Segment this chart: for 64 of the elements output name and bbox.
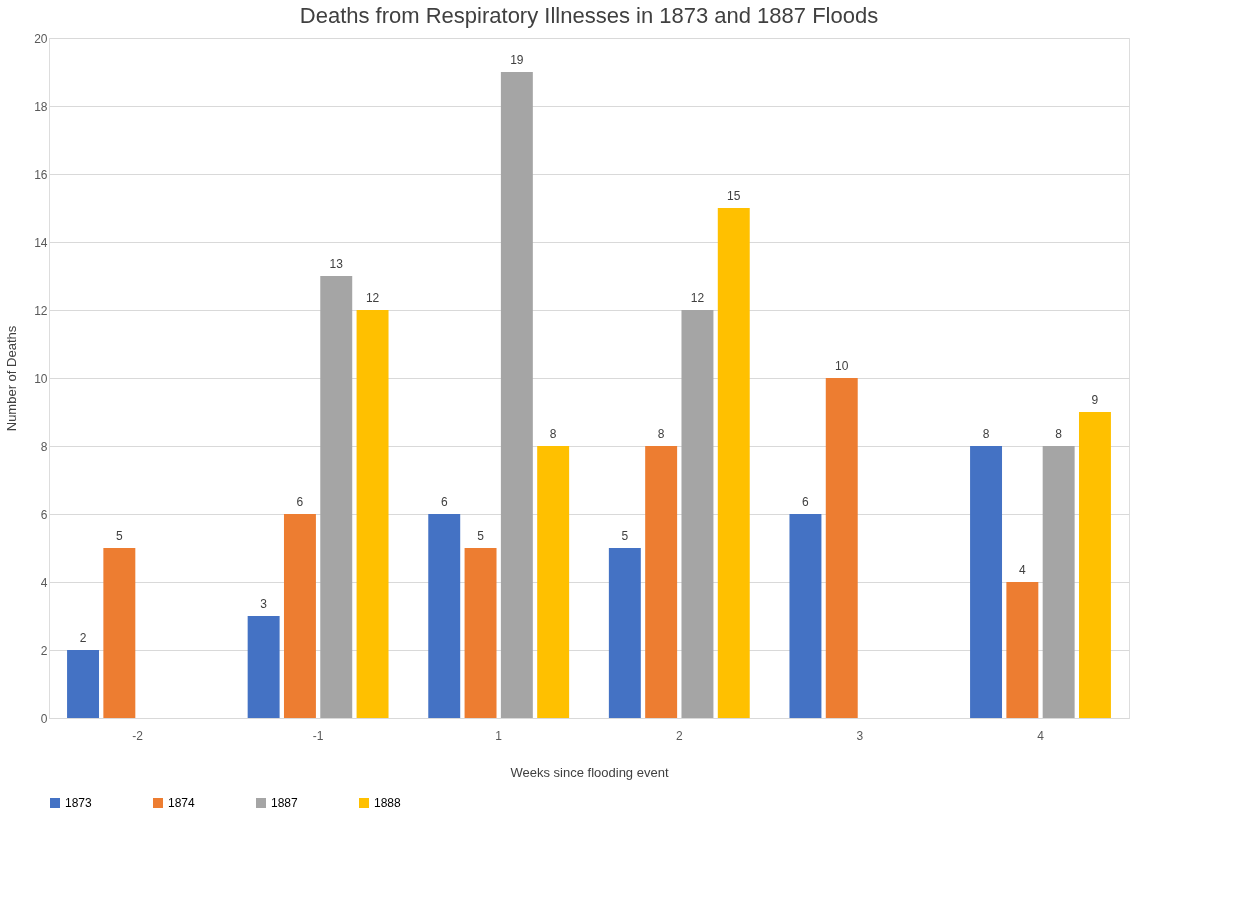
y-tick-label: 6 <box>40 507 48 522</box>
data-label: 6 <box>296 495 304 509</box>
data-label: 8 <box>982 427 990 441</box>
x-tick-label: 2 <box>675 728 683 743</box>
data-label: 13 <box>329 257 344 271</box>
x-tick-label: 1 <box>495 728 503 743</box>
chart-title: Deaths from Respiratory Illnesses in 1873 and 1887 Floods <box>299 3 879 28</box>
y-tick-label: 0 <box>40 711 48 726</box>
data-label: 19 <box>510 53 524 67</box>
data-label: 8 <box>549 427 557 441</box>
x-tick-label: 3 <box>856 728 864 743</box>
x-tick-label: 4 <box>1037 728 1045 743</box>
legend-label: 1887 <box>271 796 299 810</box>
bar <box>789 514 822 718</box>
data-label: 10 <box>835 359 849 373</box>
bar <box>67 650 100 718</box>
bar <box>608 548 641 718</box>
y-tick-label: 12 <box>34 303 48 318</box>
data-label: 2 <box>79 631 87 645</box>
bar <box>1042 446 1075 718</box>
x-tick-label: -1 <box>312 728 324 743</box>
y-axis-title: Number of Deaths <box>4 325 20 432</box>
bar <box>537 446 570 718</box>
bar <box>103 548 136 718</box>
bar <box>356 310 389 718</box>
data-label: 12 <box>365 291 380 305</box>
bar <box>681 310 714 718</box>
y-tick-label: 18 <box>34 99 48 114</box>
y-tick-label: 10 <box>34 371 48 386</box>
y-tick-label: 16 <box>34 167 48 182</box>
bar <box>717 208 750 718</box>
data-label: 3 <box>260 597 268 611</box>
y-tick-label: 4 <box>40 575 48 590</box>
bar <box>500 72 533 718</box>
bar <box>1078 412 1111 718</box>
y-tick-label: 14 <box>34 235 48 250</box>
data-label: 8 <box>1055 427 1063 441</box>
data-label: 6 <box>802 495 810 509</box>
bar <box>283 514 316 718</box>
y-tick-label: 8 <box>40 439 48 454</box>
data-label: 9 <box>1091 393 1099 407</box>
data-label: 4 <box>1019 563 1027 577</box>
bar <box>825 378 858 718</box>
legend-label: 1873 <box>65 796 93 810</box>
y-tick-label: 2 <box>40 643 48 658</box>
bar <box>645 446 678 718</box>
bar <box>428 514 461 718</box>
data-label: 6 <box>440 495 448 509</box>
x-axis-title: Weeks since flooding event <box>510 764 669 780</box>
data-label: 5 <box>621 529 629 543</box>
legend-label: 1888 <box>374 796 402 810</box>
data-label: 8 <box>657 427 665 441</box>
bar <box>320 276 353 718</box>
data-label: 5 <box>116 529 123 543</box>
x-tick-label: -2 <box>132 728 144 743</box>
bar <box>247 616 280 718</box>
data-label: 12 <box>690 291 705 305</box>
bar <box>464 548 497 718</box>
bar <box>970 446 1003 718</box>
y-tick-label: 20 <box>34 31 48 46</box>
data-label: 15 <box>727 189 741 203</box>
data-label: 5 <box>477 529 485 543</box>
legend-label: 1874 <box>168 796 196 810</box>
bar <box>1006 582 1039 718</box>
